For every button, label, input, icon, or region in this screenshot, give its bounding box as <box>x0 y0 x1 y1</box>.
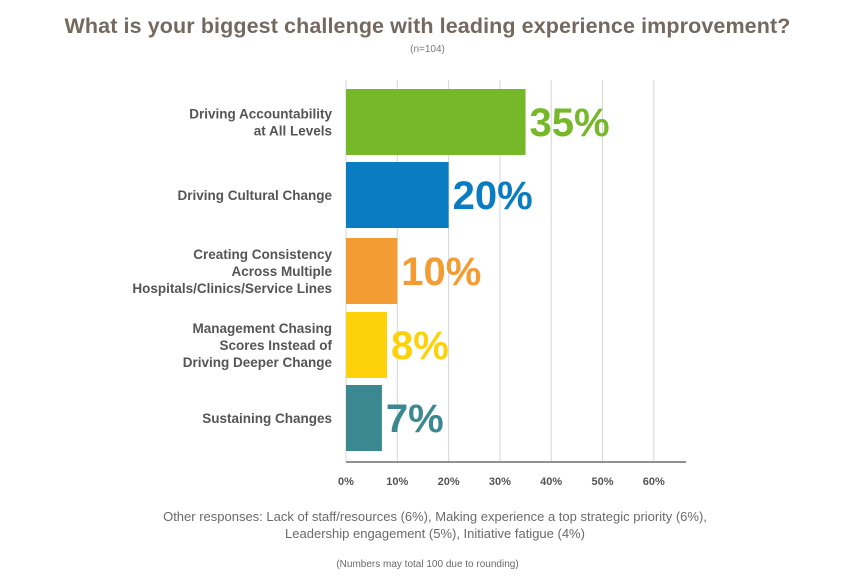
bars <box>346 89 526 451</box>
category-label-line: Driving Accountability <box>189 107 332 122</box>
bar <box>346 312 388 378</box>
value-label: 35% <box>530 101 610 145</box>
category-label-line: Sustaining Changes <box>202 411 332 426</box>
category-label-line: Management Chasing <box>192 321 332 336</box>
value-label: 20% <box>453 174 533 218</box>
category-label-line: Across Multiple <box>231 264 332 279</box>
category-label: Creating Consistency Across Multiple Hospi… <box>132 247 332 296</box>
category-label-line: Driving Cultural Change <box>177 188 332 203</box>
other-responses-note: Other responses: Lack of staff/resources… <box>163 509 707 541</box>
chart-title: What is your biggest challenge with lead… <box>64 14 791 38</box>
chart-subtitle: (n=104) <box>410 44 445 55</box>
bar-chart: 35% 20% 10% 8% 7% Driving Accountability at A… <box>132 80 686 488</box>
x-tick-label: 30% <box>489 476 511 488</box>
bar <box>346 162 449 228</box>
category-label-line: Hospitals/Clinics/Service Lines <box>132 281 332 296</box>
x-axis: 0% 10% 20% 30% 40% 50% 60% <box>338 461 686 488</box>
category-label-line: at All Levels <box>254 124 332 139</box>
value-label: 7% <box>386 397 444 441</box>
category-label-line: Creating Consistency <box>193 247 332 262</box>
category-labels: Driving Accountability at All LevelsDrivi… <box>132 107 332 427</box>
x-tick-label: 50% <box>591 476 613 488</box>
category-label: Driving Cultural Change <box>177 188 332 203</box>
x-tick-label: 40% <box>540 476 562 488</box>
category-label: Management Chasing Scores Instead of Drivi… <box>183 321 333 370</box>
value-label: 10% <box>401 250 481 294</box>
category-label: Driving Accountability at All Levels <box>189 107 332 139</box>
x-tick-label: 60% <box>643 476 665 488</box>
x-tick-label: 20% <box>438 476 460 488</box>
bar <box>346 89 526 155</box>
bar <box>346 385 382 451</box>
x-tick-label: 10% <box>386 476 408 488</box>
bar <box>346 238 398 304</box>
rounding-note: (Numbers may total 100 due to rounding) <box>336 559 519 570</box>
category-label-line: Driving Deeper Change <box>183 355 333 370</box>
value-label: 8% <box>391 324 449 368</box>
category-label-line: Scores Instead of <box>219 338 332 353</box>
value-labels: 35% 20% 10% 8% 7% <box>386 101 610 441</box>
category-label: Sustaining Changes <box>202 411 332 426</box>
x-tick-label: 0% <box>338 476 354 488</box>
